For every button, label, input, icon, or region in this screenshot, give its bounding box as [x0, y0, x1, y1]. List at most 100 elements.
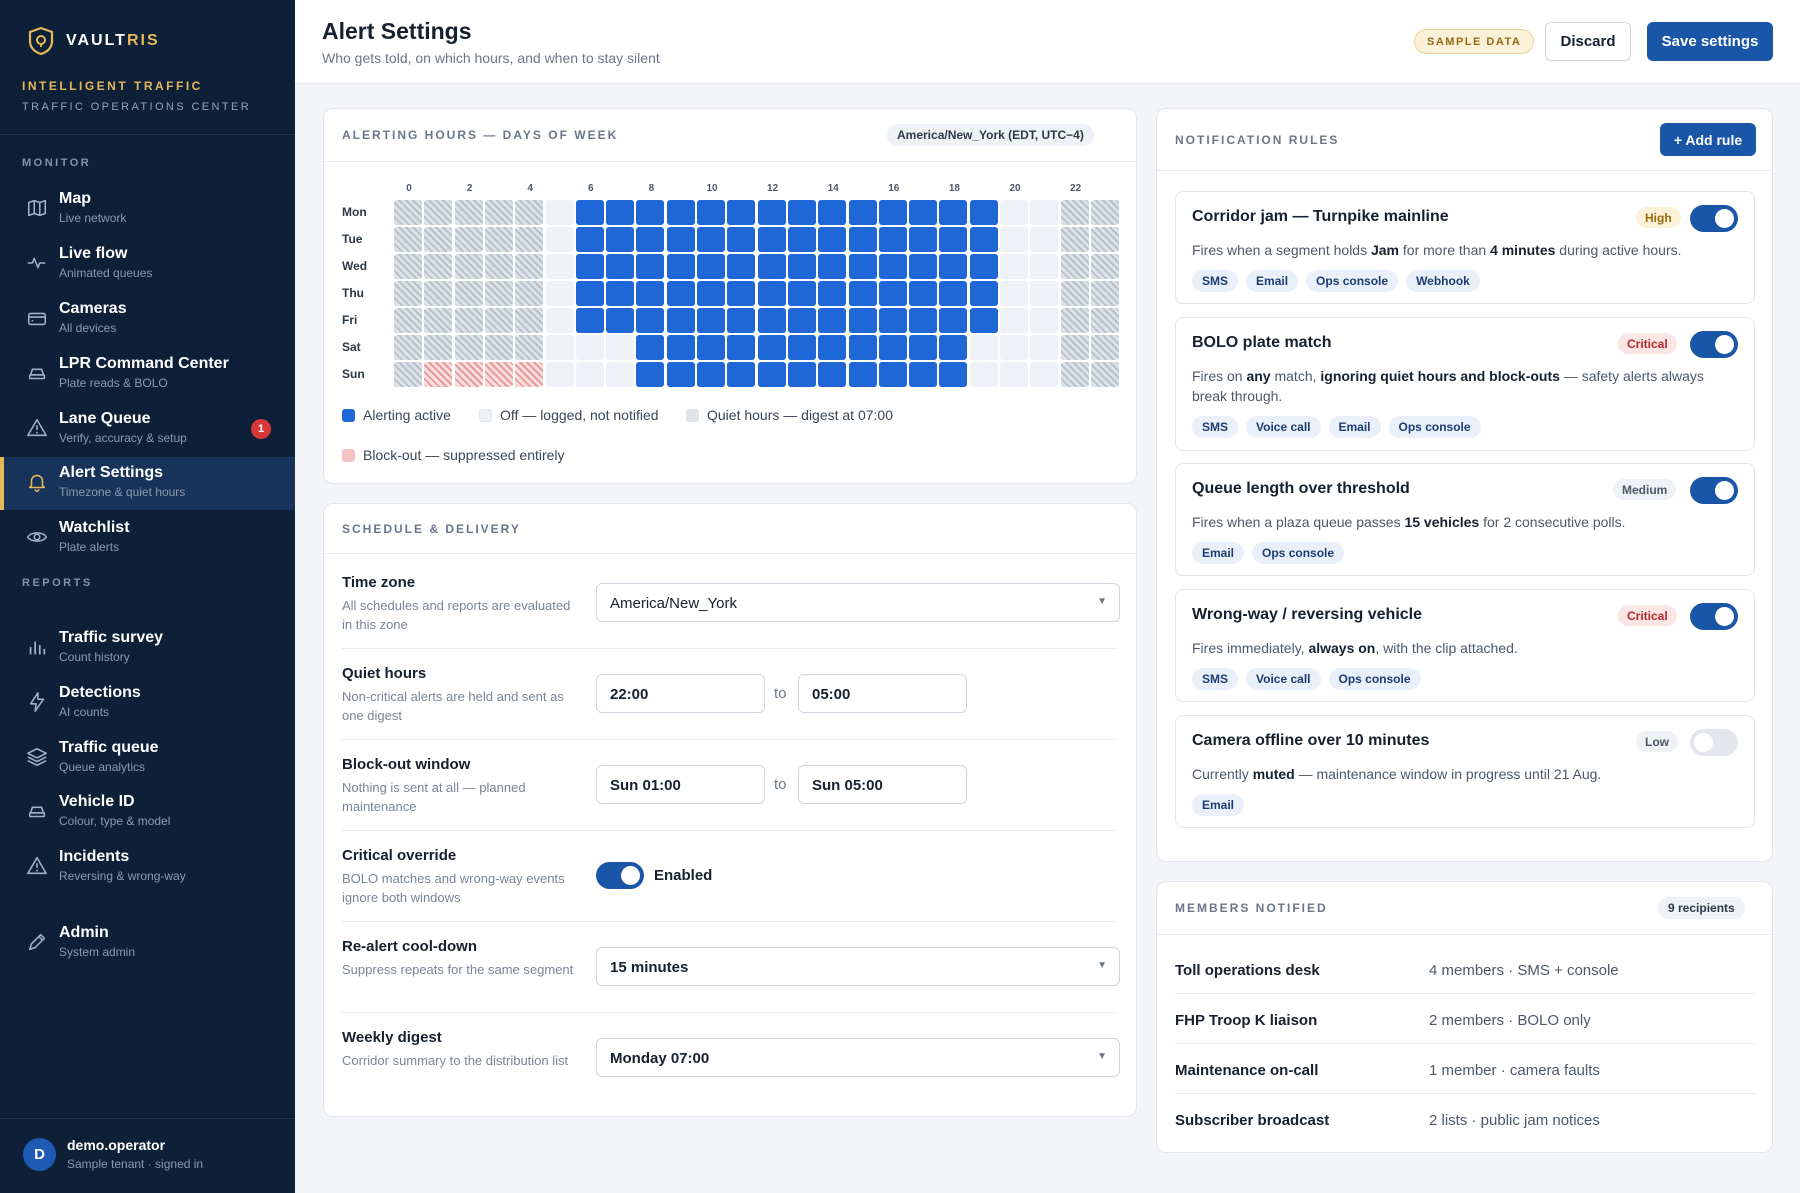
rule-enable-toggle[interactable]	[1690, 729, 1738, 756]
hour-cell-quiet[interactable]	[1090, 200, 1119, 225]
hour-cell-active[interactable]	[818, 308, 847, 333]
hour-cell-off[interactable]	[1030, 254, 1059, 279]
hour-cell-quiet[interactable]	[1060, 227, 1089, 252]
hour-cell-active[interactable]	[848, 362, 877, 387]
sidebar-item-cameras[interactable]: Cameras All devices	[0, 293, 295, 346]
rule-card-wrong-way-reversing-vehicle[interactable]: Wrong-way / reversing vehicle Critical Fir…	[1175, 589, 1755, 702]
hour-cell-active[interactable]	[848, 254, 877, 279]
hour-cell-quiet[interactable]	[515, 227, 544, 252]
sidebar-item-incidents[interactable]: Incidents Reversing & wrong-way	[0, 841, 295, 894]
hour-cell-active[interactable]	[969, 200, 998, 225]
hour-cell-active[interactable]	[697, 362, 725, 387]
sidebar-item-alert-settings[interactable]: Alert Settings Timezone & quiet hours	[0, 457, 295, 510]
hour-cell-quiet[interactable]	[454, 335, 483, 360]
hour-cell-active[interactable]	[727, 254, 756, 279]
blockout-end-input[interactable]: Sun 05:00	[798, 765, 967, 804]
hour-cell-off[interactable]	[1000, 335, 1028, 360]
hour-cell-off[interactable]	[1030, 200, 1059, 225]
sidebar-item-live-flow[interactable]: Live flow Animated queues	[0, 238, 295, 291]
hour-cell-active[interactable]	[636, 200, 665, 225]
hour-cell-quiet[interactable]	[484, 308, 513, 333]
hour-cell-active[interactable]	[666, 362, 695, 387]
hour-cell-active[interactable]	[575, 281, 604, 306]
hour-cell-active[interactable]	[939, 227, 968, 252]
hour-cell-active[interactable]	[697, 335, 725, 360]
hour-cell-quiet[interactable]	[454, 281, 483, 306]
hour-cell-active[interactable]	[606, 281, 635, 306]
hour-cell-active[interactable]	[939, 335, 968, 360]
hour-cell-active[interactable]	[757, 200, 786, 225]
hour-cell-quiet[interactable]	[454, 200, 483, 225]
hour-cell-active[interactable]	[848, 200, 877, 225]
brand-logo[interactable]: VAULTRIS	[28, 26, 160, 56]
rule-enable-toggle[interactable]	[1690, 477, 1738, 504]
hour-cell-active[interactable]	[878, 200, 907, 225]
hour-cell-active[interactable]	[878, 335, 907, 360]
rule-enable-toggle[interactable]	[1690, 603, 1738, 630]
hour-cell-active[interactable]	[787, 308, 816, 333]
hour-cell-active[interactable]	[787, 281, 816, 306]
hour-cell-off[interactable]	[1030, 362, 1059, 387]
hour-cell-off[interactable]	[969, 362, 998, 387]
hour-cell-active[interactable]	[848, 335, 877, 360]
hour-cell-active[interactable]	[697, 308, 725, 333]
hour-cell-active[interactable]	[818, 227, 847, 252]
hour-cell-quiet[interactable]	[454, 254, 483, 279]
weekly-digest-select[interactable]: Monday 07:00 ▼	[596, 1038, 1120, 1077]
hour-cell-quiet[interactable]	[394, 362, 422, 387]
hour-cell-active[interactable]	[636, 308, 665, 333]
hour-cell-quiet[interactable]	[1060, 254, 1089, 279]
hour-cell-blockout[interactable]	[515, 362, 544, 387]
rule-enable-toggle[interactable]	[1690, 205, 1738, 232]
hour-cell-active[interactable]	[575, 308, 604, 333]
hour-cell-blockout[interactable]	[454, 362, 483, 387]
hour-cell-active[interactable]	[939, 200, 968, 225]
hour-cell-active[interactable]	[666, 227, 695, 252]
hour-cell-active[interactable]	[697, 227, 725, 252]
cooldown-select[interactable]: 15 minutes ▼	[596, 947, 1120, 986]
member-row[interactable]: Toll operations desk 4 members · SMS + co…	[1175, 944, 1755, 994]
hour-cell-quiet[interactable]	[515, 308, 544, 333]
hour-cell-quiet[interactable]	[424, 281, 453, 306]
hour-cell-active[interactable]	[757, 362, 786, 387]
hour-cell-quiet[interactable]	[394, 281, 422, 306]
hour-cell-quiet[interactable]	[1060, 200, 1089, 225]
hour-cell-quiet[interactable]	[1090, 254, 1119, 279]
hour-cell-active[interactable]	[666, 254, 695, 279]
hour-cell-off[interactable]	[545, 200, 574, 225]
quiet-hours-start-input[interactable]: 22:00	[596, 674, 765, 713]
hour-cell-active[interactable]	[878, 362, 907, 387]
hour-cell-active[interactable]	[697, 254, 725, 279]
hour-cell-active[interactable]	[636, 281, 665, 306]
hour-cell-blockout[interactable]	[424, 362, 453, 387]
hour-cell-off[interactable]	[1000, 281, 1028, 306]
sidebar-item-watchlist[interactable]: Watchlist Plate alerts	[0, 512, 295, 565]
member-row[interactable]: Maintenance on-call 1 member · camera fau…	[1175, 1044, 1755, 1094]
hour-cell-off[interactable]	[545, 254, 574, 279]
quiet-hours-end-input[interactable]: 05:00	[798, 674, 967, 713]
hour-cell-active[interactable]	[636, 362, 665, 387]
hour-cell-active[interactable]	[969, 308, 998, 333]
blockout-start-input[interactable]: Sun 01:00	[596, 765, 765, 804]
member-row[interactable]: Subscriber broadcast 2 lists · public jam…	[1175, 1094, 1755, 1144]
member-row[interactable]: FHP Troop K liaison 2 members · BOLO only	[1175, 994, 1755, 1044]
hour-cell-quiet[interactable]	[454, 227, 483, 252]
hour-cell-quiet[interactable]	[1090, 227, 1119, 252]
hour-cell-off[interactable]	[969, 335, 998, 360]
hour-cell-active[interactable]	[909, 281, 938, 306]
hour-cell-active[interactable]	[878, 227, 907, 252]
hour-cell-active[interactable]	[969, 281, 998, 306]
hour-cell-off[interactable]	[1000, 200, 1028, 225]
hour-cell-quiet[interactable]	[1060, 308, 1089, 333]
discard-button[interactable]: Discard	[1545, 22, 1631, 61]
hour-cell-off[interactable]	[545, 281, 574, 306]
hour-cell-off[interactable]	[1000, 308, 1028, 333]
hour-cell-active[interactable]	[939, 362, 968, 387]
hour-cell-active[interactable]	[636, 254, 665, 279]
hour-cell-active[interactable]	[909, 200, 938, 225]
hour-cell-active[interactable]	[727, 335, 756, 360]
hour-cell-active[interactable]	[757, 254, 786, 279]
hour-cell-quiet[interactable]	[1060, 281, 1089, 306]
critical-override-toggle[interactable]	[596, 862, 644, 889]
hour-cell-active[interactable]	[757, 227, 786, 252]
